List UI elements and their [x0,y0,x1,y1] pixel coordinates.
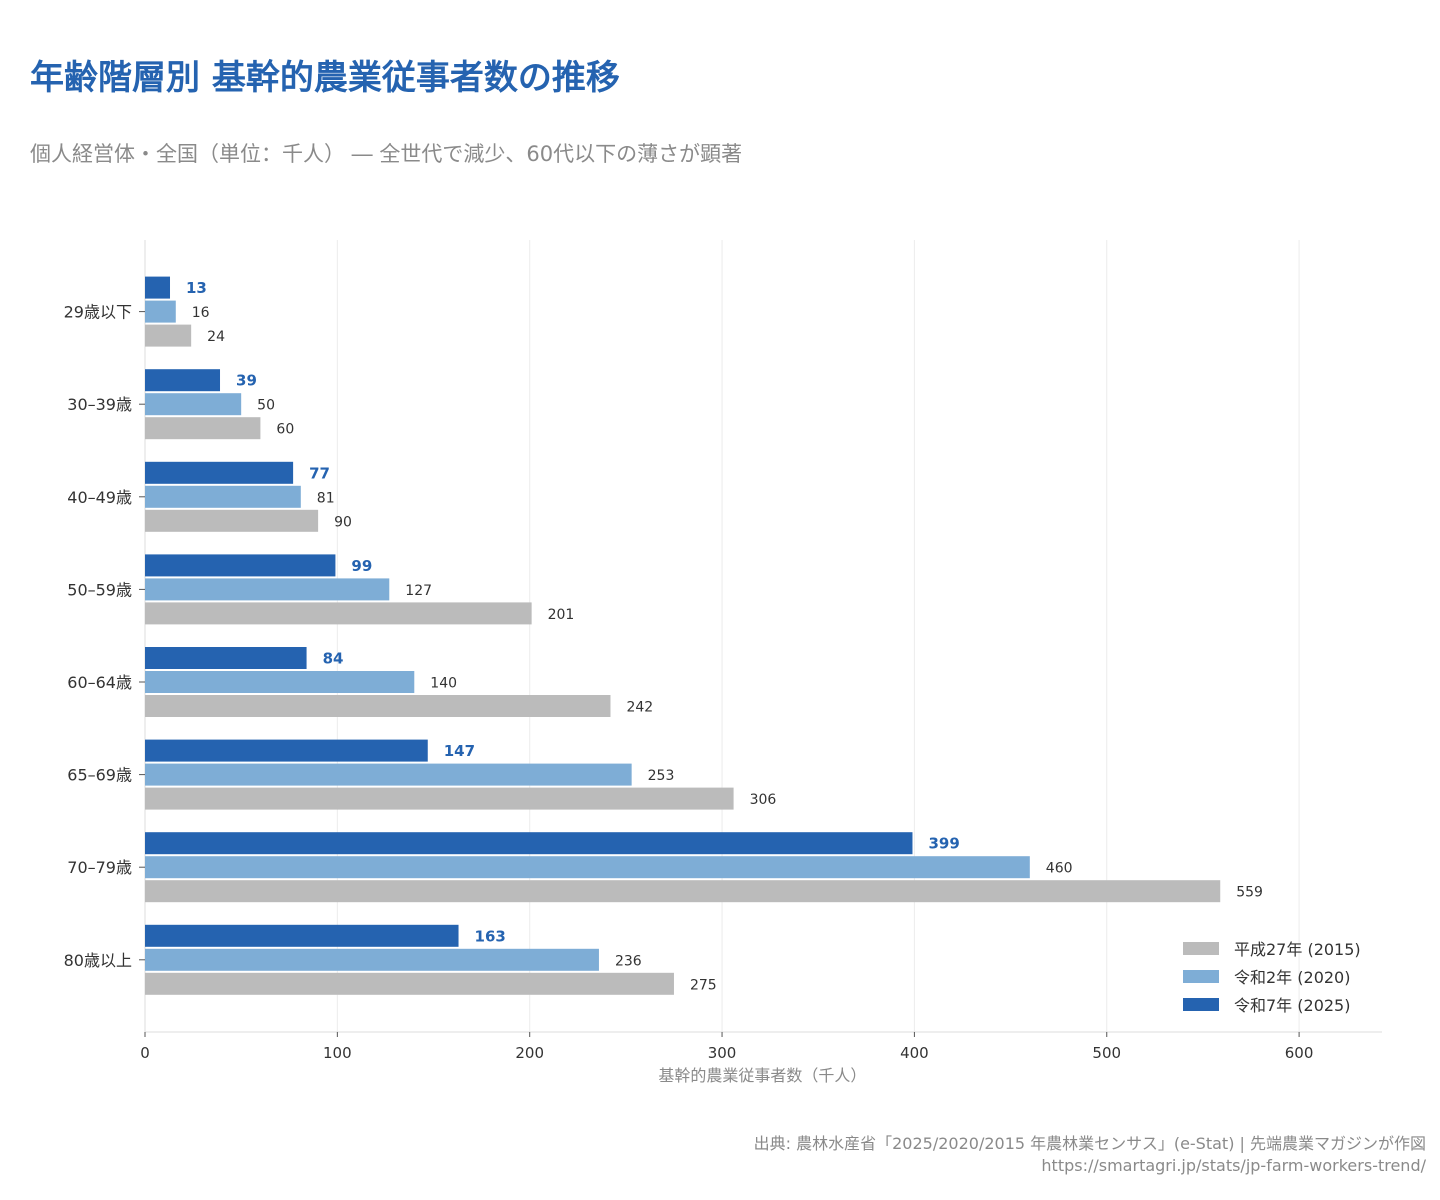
bar [145,739,428,762]
data-label: 236 [615,953,642,969]
data-label: 81 [317,490,335,506]
data-label: 50 [257,398,275,414]
data-label: 140 [430,676,457,692]
y-tick-label: 70–79歳 [67,858,132,877]
bar [145,417,261,440]
y-tick-label: 60–64歳 [67,673,132,692]
bar [145,647,307,669]
bar [145,393,242,416]
data-label: 306 [750,792,777,808]
y-tick-label: 30–39歳 [67,395,132,414]
data-label: 253 [648,768,675,784]
y-tick-label: 65–69歳 [67,766,132,785]
data-label: 147 [444,742,475,760]
x-tick-label: 400 [900,1044,929,1062]
chart-subtitle: 個人経営体・全国（単位：千人） ― 全世代で減少、60代以下の薄さが顕著 [30,142,743,166]
data-label: 163 [475,927,506,945]
data-label: 90 [334,514,352,530]
x-tick-label: 300 [708,1044,737,1062]
y-tick-label: 80歳以上 [64,951,132,970]
x-tick-label: 100 [323,1044,352,1062]
bar [145,695,611,717]
x-tick-label: 600 [1285,1044,1314,1062]
data-label: 242 [626,700,653,716]
bar [145,300,176,323]
bar [145,276,171,299]
x-tick-label: 200 [515,1044,544,1062]
x-axis-label: 基幹的農業従事者数（千人） [658,1066,866,1085]
source-url: https://smartagri.jp/stats/jp-farm-worke… [1041,1156,1426,1175]
bar [145,509,319,532]
bar [145,787,734,810]
source-citation: 出典: 農林水産省「2025/2020/2015 年農林業センサス」(e-Sta… [753,1134,1426,1153]
legend-label: 令和2年 (2020) [1234,968,1350,987]
bar [145,461,294,484]
data-label: 127 [405,583,432,599]
bar [145,602,532,625]
legend-swatch [1183,998,1219,1011]
x-tick-label: 0 [140,1044,150,1062]
bar [145,763,632,786]
x-tick-label: 500 [1092,1044,1121,1062]
bar [145,948,599,971]
bar [145,578,390,601]
bar [145,924,459,947]
bar [145,369,221,392]
legend-swatch [1183,942,1219,955]
data-label: 60 [276,422,294,438]
data-label: 275 [690,977,717,993]
bar [145,880,1221,903]
data-label: 16 [192,305,210,321]
bar [145,832,913,855]
y-tick-label: 50–59歳 [67,580,132,599]
bar [145,671,415,693]
bar [145,485,301,508]
data-label: 13 [186,279,207,297]
data-label: 84 [323,650,344,668]
data-label: 201 [548,607,575,623]
bar [145,324,192,347]
legend-swatch [1183,970,1219,983]
chart-title: 年齢階層別 基幹的農業従事者数の推移 [30,58,620,98]
y-tick-label: 29歳以下 [64,303,132,322]
bar [145,972,674,995]
data-label: 24 [207,329,225,345]
data-label: 39 [236,372,257,390]
data-label: 399 [928,835,959,853]
data-label: 460 [1046,861,1073,877]
data-label: 99 [351,557,372,575]
data-label: 559 [1236,885,1263,901]
y-tick-label: 40–49歳 [67,488,132,507]
data-label: 77 [309,464,330,482]
legend-label: 平成27年 (2015) [1234,940,1361,959]
bar [145,856,1030,879]
bar [145,554,336,577]
legend-label: 令和7年 (2025) [1234,996,1350,1015]
